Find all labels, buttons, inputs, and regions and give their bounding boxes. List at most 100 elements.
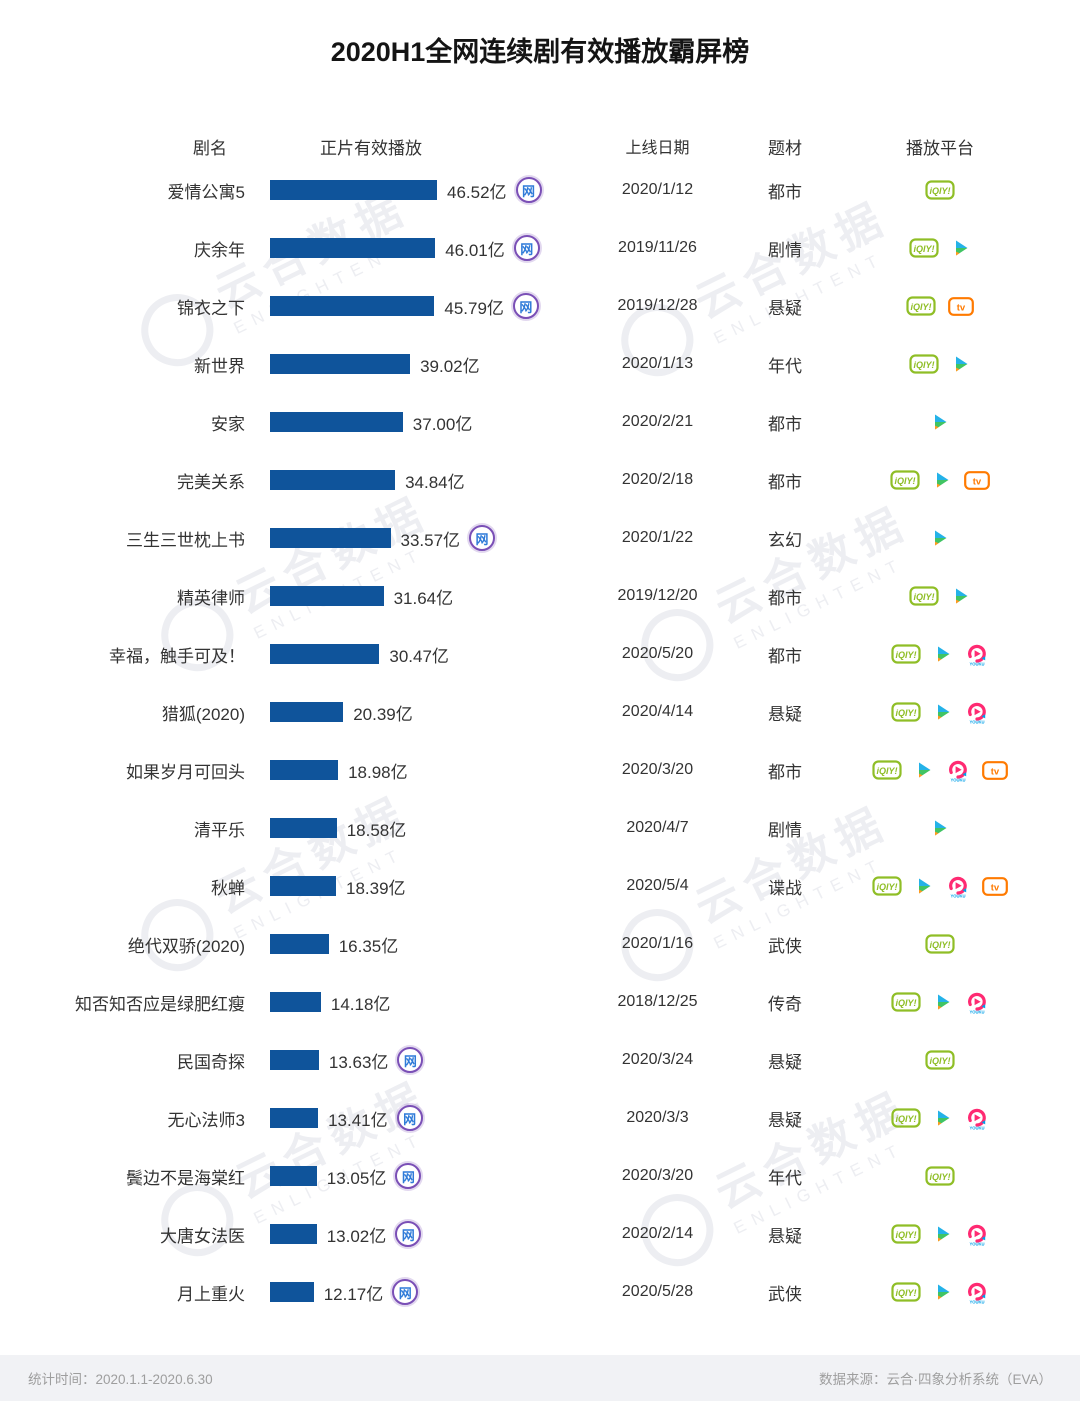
iqiyi-icon: iQIY!	[890, 470, 920, 490]
release-date: 2019/12/20	[617, 587, 698, 604]
platform-list: iQIY! YOUKU	[850, 642, 1030, 666]
tencent-icon	[933, 1282, 953, 1302]
playback-cell: 18.58亿	[245, 816, 595, 841]
platform-list: iQIY!	[850, 180, 1030, 200]
drama-name: 猎狐(2020)	[161, 704, 245, 724]
playback-bar	[270, 586, 384, 606]
playback-value: 16.35亿	[338, 936, 399, 956]
playback-value: 12.17亿	[323, 1284, 384, 1304]
release-date: 2020/5/4	[626, 877, 689, 894]
playback-cell: 33.57亿网	[245, 525, 595, 551]
svg-text:iQIY!: iQIY!	[913, 244, 934, 254]
web-drama-badge-icon: 网	[396, 1105, 423, 1131]
page-title: 2020H1全网连续剧有效播放霸屏榜	[330, 37, 750, 67]
tencent-icon	[930, 818, 950, 838]
drama-name: 月上重火	[177, 1284, 245, 1304]
web-drama-badge-icon: 网	[392, 1279, 419, 1305]
release-date: 2019/11/26	[618, 239, 697, 256]
footer: 统计时间：2020.1.1-2020.6.30 数据来源：云合·四象分析系统（E…	[0, 1355, 1080, 1401]
genre: 谍战	[768, 878, 802, 898]
youku-icon: YOUKU	[946, 758, 970, 782]
release-date: 2020/3/20	[621, 761, 694, 778]
drama-name: 无心法师3	[167, 1110, 245, 1130]
youku-icon: YOUKU	[965, 1280, 989, 1304]
table-row: 月上重火 12.17亿网 2020/5/28 武侠 iQIY! YOUKU	[0, 1263, 1080, 1321]
genre: 武侠	[768, 936, 802, 956]
table-row: 庆余年 46.01亿网 2019/11/26 剧情 iQIY!	[0, 219, 1080, 277]
playback-bar	[270, 238, 436, 258]
playback-value: 34.84亿	[405, 472, 465, 492]
table-row: 民国奇探 13.63亿网 2020/3/24 悬疑 iQIY!	[0, 1031, 1080, 1089]
mango-icon: tv	[982, 876, 1008, 896]
svg-text:iQIY!: iQIY!	[895, 1114, 916, 1124]
platform-list	[850, 528, 1030, 548]
playback-cell: 13.02亿网	[245, 1221, 595, 1247]
platform-list: iQIY! YOUKU	[850, 1106, 1030, 1130]
svg-text:iQIY!: iQIY!	[895, 1230, 916, 1240]
genre: 传奇	[768, 994, 802, 1014]
web-drama-badge-icon: 网	[397, 1047, 424, 1073]
release-date: 2020/5/20	[621, 645, 694, 662]
release-date: 2020/3/3	[626, 1109, 689, 1126]
table-row: 锦衣之下 45.79亿网 2019/12/28 悬疑 iQIY! tv	[0, 277, 1080, 335]
svg-text:tv: tv	[991, 766, 1000, 777]
playback-cell: 31.64亿	[245, 584, 595, 609]
svg-text:YOUKU: YOUKU	[969, 1125, 984, 1130]
playback-value: 18.39亿	[346, 878, 406, 898]
web-drama-badge-icon: 网	[515, 177, 542, 203]
genre: 玄幻	[768, 530, 802, 550]
svg-text:iQIY!: iQIY!	[913, 592, 934, 602]
iqiyi-icon: iQIY!	[891, 702, 921, 722]
iqiyi-icon: iQIY!	[906, 296, 936, 316]
iqiyi-icon: iQIY!	[891, 644, 921, 664]
drama-name: 幸福，触手可及！	[109, 646, 245, 666]
tencent-icon	[933, 702, 953, 722]
svg-text:tv: tv	[991, 882, 1000, 893]
release-date: 2020/1/16	[621, 935, 694, 952]
iqiyi-icon: iQIY!	[925, 1050, 955, 1070]
svg-text:iQIY!: iQIY!	[929, 940, 950, 950]
playback-cell: 18.98亿	[245, 758, 595, 783]
svg-text:iQIY!: iQIY!	[929, 1056, 950, 1066]
mango-icon: tv	[964, 470, 990, 490]
table-row: 无心法师3 13.41亿网 2020/3/3 悬疑 iQIY! YOUKU	[0, 1089, 1080, 1147]
playback-cell: 37.00亿	[245, 410, 595, 435]
svg-text:YOUKU: YOUKU	[969, 661, 984, 666]
platform-list: iQIY!	[850, 354, 1030, 374]
drama-name: 庆余年	[194, 240, 245, 260]
genre: 都市	[768, 762, 802, 782]
footer-stat-period: 统计时间：2020.1.1-2020.6.30	[28, 1372, 213, 1387]
tencent-icon	[933, 1108, 953, 1128]
genre: 都市	[768, 182, 802, 202]
table-row: 幸福，触手可及！ 30.47亿 2020/5/20 都市 iQIY! YOUKU	[0, 625, 1080, 683]
playback-value: 14.18亿	[330, 994, 391, 1014]
drama-name: 爱情公寓5	[167, 182, 245, 202]
playback-cell: 12.17亿网	[245, 1279, 595, 1305]
playback-value: 13.63亿	[328, 1052, 389, 1072]
platform-list: iQIY! YOUKU	[850, 700, 1030, 724]
iqiyi-icon: iQIY!	[891, 1282, 921, 1302]
tencent-icon	[933, 992, 953, 1012]
youku-icon: YOUKU	[946, 874, 970, 898]
svg-text:iQIY!: iQIY!	[910, 302, 931, 312]
playback-value: 13.41亿	[328, 1110, 388, 1130]
drama-name: 绝代双骄(2020)	[127, 936, 245, 956]
table-row: 安家 37.00亿 2020/2/21 都市	[0, 393, 1080, 451]
drama-name: 鬓边不是海棠红	[126, 1168, 245, 1188]
platform-list: iQIY!	[850, 1166, 1030, 1186]
drama-name: 锦衣之下	[177, 298, 245, 318]
release-date: 2020/2/14	[621, 1225, 694, 1242]
mango-icon: tv	[948, 296, 974, 316]
table-row: 清平乐 18.58亿 2020/4/7 剧情	[0, 799, 1080, 857]
playback-value: 18.98亿	[348, 762, 408, 782]
web-drama-badge-icon: 网	[512, 293, 539, 319]
table-row: 如果岁月可回头 18.98亿 2020/3/20 都市 iQIY! YOUKU tv	[0, 741, 1080, 799]
footer-data-source: 数据来源：云合·四象分析系统（EVA）	[818, 1372, 1052, 1387]
release-date: 2020/5/28	[621, 1283, 694, 1300]
tencent-icon	[951, 586, 971, 606]
genre: 悬疑	[768, 1226, 802, 1246]
table-row: 知否知否应是绿肥红瘦 14.18亿 2018/12/25 传奇 iQIY! YOUKU	[0, 973, 1080, 1031]
tencent-icon	[933, 644, 953, 664]
youku-icon: YOUKU	[965, 1222, 989, 1246]
playback-value: 46.01亿	[445, 240, 505, 260]
